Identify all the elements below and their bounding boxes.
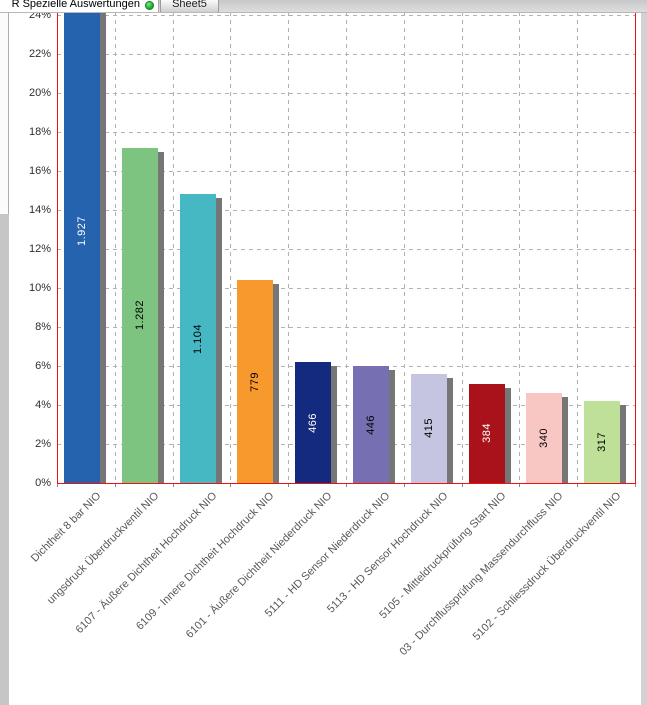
v-gridline	[577, 12, 579, 483]
bar-value-label: 1.104	[191, 323, 204, 354]
green-status-dot-icon	[145, 0, 154, 10]
bar-value-label: 779	[249, 371, 262, 392]
x-axis-tickmark	[635, 484, 636, 487]
bar-shadow	[273, 284, 280, 483]
bar-value-label: 340	[538, 428, 551, 449]
bar-shadow	[389, 370, 395, 483]
bar-shadow	[504, 387, 511, 483]
v-gridline	[403, 12, 405, 483]
y-axis-tick-label: 4%	[35, 399, 51, 411]
bar-1[interactable]: 1.927	[64, 12, 100, 483]
v-gridline	[172, 12, 174, 483]
tab-spezielle-auswertungen[interactable]: R Spezielle Auswertungen	[0, 0, 159, 12]
x-axis-tickmark	[403, 484, 405, 487]
y-axis-tick-label: 16%	[28, 165, 51, 177]
bar-value-label: 446	[365, 414, 377, 435]
sheet-tab-bar: R Spezielle Auswertungen Sheet5	[0, 0, 647, 13]
y-axis-tick-label: 12%	[28, 243, 51, 255]
plot-border-bottom	[57, 483, 636, 484]
y-axis-tick-label: 8%	[35, 321, 51, 333]
bar-6[interactable]: 446	[353, 366, 389, 483]
bar-value-label: 317	[596, 432, 609, 452]
y-axis-tick-label: 20%	[28, 87, 51, 99]
bar-shadow	[562, 397, 569, 483]
bar-8[interactable]: 384	[468, 383, 505, 483]
bar-2[interactable]: 1.282	[121, 147, 158, 483]
left-pane-edge	[0, 12, 9, 214]
x-axis-category-label: 6107 - Äußere Dichtheit Hochdruck NIO	[73, 490, 219, 636]
y-axis-tick-label: 14%	[28, 204, 51, 216]
bar-value-label: 384	[480, 423, 493, 444]
v-gridline	[114, 12, 116, 483]
bar-5[interactable]: 466	[295, 362, 332, 483]
bar-shadow	[331, 366, 338, 483]
bar-shadow	[620, 405, 627, 483]
x-axis-tickmark	[346, 484, 347, 487]
y-axis-tick-label: 24%	[28, 12, 51, 21]
y-axis-tick-label: 2%	[35, 438, 51, 450]
x-axis-tickmark	[461, 484, 463, 487]
x-axis-tickmark	[577, 484, 579, 487]
y-axis-tick-label: 22%	[28, 48, 51, 60]
bar-7[interactable]: 415	[410, 373, 447, 483]
y-axis-tick-label: 18%	[28, 126, 51, 138]
left-scroll-strip[interactable]	[0, 214, 9, 705]
bar-value-label: 1.927	[76, 216, 88, 247]
bar-3[interactable]: 1.104	[179, 194, 216, 483]
bar-10[interactable]: 317	[584, 401, 621, 483]
x-axis-tickmark	[172, 484, 174, 487]
x-axis-tickmark	[57, 484, 58, 487]
tab-sheet5[interactable]: Sheet5	[160, 0, 219, 12]
v-gridline	[461, 12, 463, 483]
bar-shadow	[157, 151, 164, 483]
bar-9[interactable]: 340	[526, 393, 563, 483]
x-axis-tickmark	[519, 484, 521, 487]
bar-shadow	[100, 12, 106, 483]
x-axis-tickmark	[114, 484, 116, 487]
x-axis-tickmark	[230, 484, 232, 487]
tab-spezielle-auswertungen-label: R Spezielle Auswertungen	[11, 0, 140, 10]
v-gridline	[288, 12, 290, 483]
x-axis-tickmark	[288, 484, 290, 487]
tab-sheet5-label: Sheet5	[172, 0, 207, 10]
plot-border-left	[57, 12, 58, 484]
bar-value-label: 466	[307, 412, 320, 433]
v-gridline	[230, 12, 232, 483]
bar-chart: 0% 2% 4% 6% 8% 10% 12% 14% 16% 18% 20% 22% 24% 1.927 1…	[8, 12, 641, 705]
y-axis-tick-label: 0%	[35, 477, 51, 489]
bar-value-label: 1.282	[133, 300, 146, 331]
v-gridline	[519, 12, 521, 483]
plot-border-right	[635, 12, 636, 484]
bar-shadow	[446, 377, 453, 483]
y-axis-tick-label: 10%	[28, 282, 51, 294]
y-axis-tick-label: 6%	[35, 360, 51, 372]
bar-4[interactable]: 779	[237, 280, 274, 483]
v-gridline	[346, 12, 347, 483]
bar-value-label: 415	[422, 418, 435, 439]
bar-shadow	[215, 198, 222, 483]
right-scroll-strip[interactable]	[641, 12, 647, 705]
